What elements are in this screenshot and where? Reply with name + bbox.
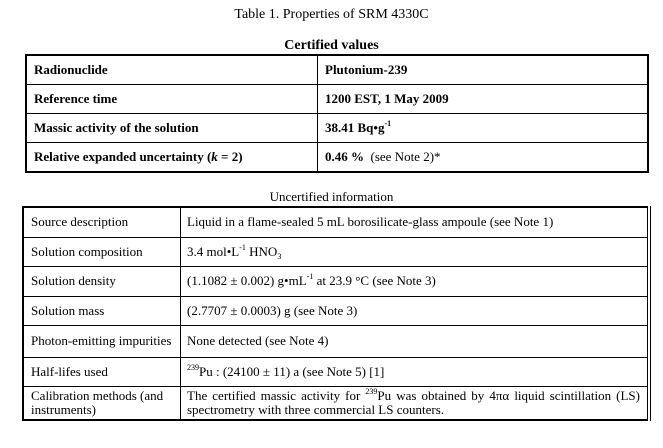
row-value: 38.41 Bq•g-1 — [317, 113, 649, 143]
table-row: Photon-emitting impurities None detected … — [22, 324, 650, 358]
row-value: (1.1082 ± 0.002) g•mL-1 at 23.9 °C (see … — [180, 265, 650, 297]
row-value: The certified massic activity for 239Pu … — [180, 385, 650, 421]
value-text: The certified massic activity for — [187, 387, 366, 403]
table-row: Massic activity of the solution 38.41 Bq•… — [25, 113, 649, 143]
value-text: HNO — [245, 243, 278, 259]
certified-values-table: Radionuclide Plutonium-239 Reference time… — [25, 54, 649, 173]
row-value: None detected (see Note 4) — [180, 324, 650, 358]
value-text: 0.46 % — [325, 149, 364, 164]
label-text: = 2) — [217, 149, 243, 164]
row-label: Solution density — [22, 265, 181, 297]
table-row: Solution density (1.1082 ± 0.002) g•mL-1 … — [22, 265, 650, 297]
uncertified-caption: Uncertified information — [269, 189, 394, 204]
value-sup: 239 — [365, 386, 378, 396]
row-label: Calibration methods (and instruments) — [22, 385, 181, 421]
row-label: Relative expanded uncertainty (k = 2) — [25, 142, 318, 173]
table-row: Radionuclide Plutonium-239 — [25, 54, 649, 85]
row-label: Source description — [22, 206, 181, 238]
table-row: Half-lifes used 239Pu : (24100 ± 11) a (s… — [22, 356, 650, 387]
row-label: Radionuclide — [25, 54, 318, 85]
table-row: Reference time 1200 EST, 1 May 2009 — [25, 84, 649, 114]
value-sup: -1 — [306, 272, 314, 281]
document-title: Table 1. Properties of SRM 4330C — [234, 7, 429, 22]
label-k: k — [211, 149, 218, 164]
table-row: Calibration methods (and instruments) The… — [22, 385, 650, 421]
row-label: Photon-emitting impurities — [22, 324, 181, 358]
row-label: Reference time — [25, 84, 318, 114]
label-text: Relative expanded uncertainty ( — [34, 149, 212, 164]
row-label: Half-lifes used — [22, 356, 181, 387]
value-text: at 23.9 °C (see Note 3) — [313, 273, 436, 288]
table-row: Solution mass (2.7707 ± 0.0003) g (see No… — [22, 295, 650, 326]
table-row: Solution composition 3.4 mol•L-1 HNO3 — [22, 236, 650, 267]
value-text: (1.1082 ± 0.002) g•mL — [187, 273, 307, 288]
value-sup: -1 — [239, 242, 246, 252]
value-text: Pu : (24100 ± 11) a (see Note 5) [1] — [199, 363, 385, 379]
row-value: Plutonium-239 — [317, 54, 649, 85]
certified-caption: Certified values — [284, 38, 379, 53]
row-value: 3.4 mol•L-1 HNO3 — [180, 236, 650, 267]
value-note: (see Note 2)* — [370, 149, 441, 164]
table-row: Relative expanded uncertainty (k = 2) 0.4… — [25, 142, 649, 173]
value-sub: 3 — [277, 251, 282, 261]
row-value: 0.46 % (see Note 2)* — [317, 142, 649, 173]
table-row: Source description Liquid in a flame-seal… — [22, 206, 650, 238]
uncertified-info-table: Source description Liquid in a flame-seal… — [22, 206, 651, 421]
value-sup: -1 — [384, 119, 392, 128]
row-label: Massic activity of the solution — [25, 113, 318, 143]
value-text: Pu was obtained by 4πα liquid scintillat… — [187, 387, 640, 417]
value-text: 38.41 Bq•g — [325, 120, 385, 135]
row-label: Solution composition — [22, 236, 181, 267]
row-label: Solution mass — [22, 295, 181, 326]
row-value: 1200 EST, 1 May 2009 — [317, 84, 649, 114]
row-value: 239Pu : (24100 ± 11) a (see Note 5) [1] — [180, 356, 650, 387]
row-value: (2.7707 ± 0.0003) g (see Note 3) — [180, 295, 650, 326]
value-text: 3.4 mol•L — [187, 243, 240, 259]
value-sup: 239 — [187, 362, 199, 372]
row-value: Liquid in a flame-sealed 5 mL borosilica… — [180, 206, 650, 238]
